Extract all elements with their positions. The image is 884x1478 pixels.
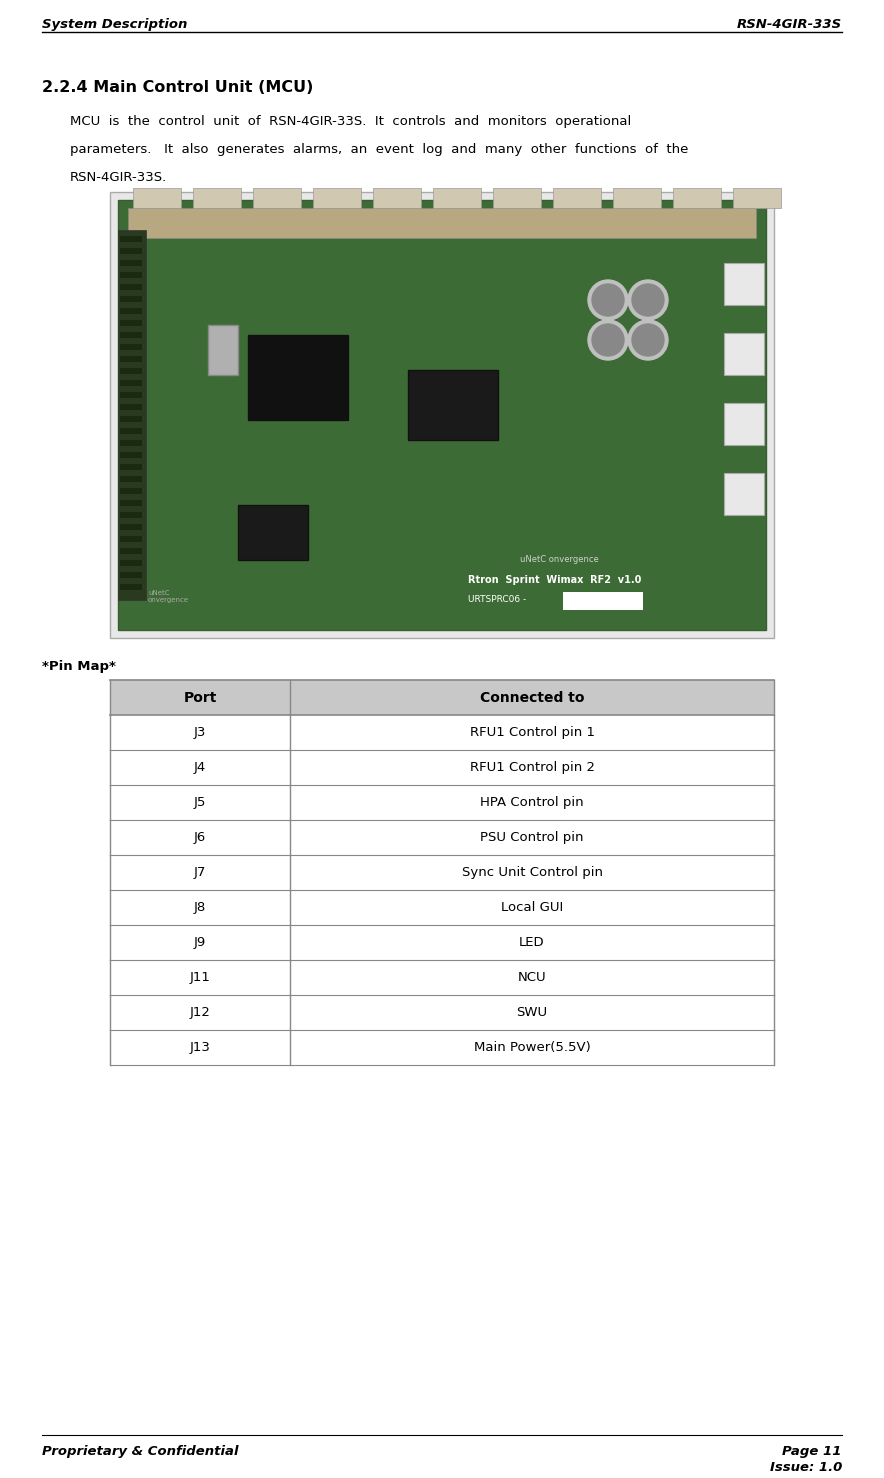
Text: uNetC onvergence: uNetC onvergence: [520, 556, 598, 565]
Bar: [120, 236, 142, 242]
Bar: [120, 572, 142, 578]
Bar: [120, 344, 142, 350]
Text: RFU1 Control pin 1: RFU1 Control pin 1: [469, 726, 595, 739]
Bar: [120, 248, 142, 254]
Text: Proprietary & Confidential: Proprietary & Confidential: [42, 1445, 239, 1457]
Bar: [193, 188, 241, 208]
Bar: [120, 525, 142, 531]
Text: HPA Control pin: HPA Control pin: [480, 797, 583, 808]
Bar: [118, 231, 146, 600]
Bar: [120, 380, 142, 386]
Bar: [120, 296, 142, 302]
Bar: [493, 188, 541, 208]
Bar: [120, 415, 142, 423]
Text: *Pin Map*: *Pin Map*: [42, 661, 116, 672]
Text: RSN-4GIR-33S: RSN-4GIR-33S: [737, 18, 842, 31]
Text: J4: J4: [194, 761, 206, 774]
Text: parameters.   It  also  generates  alarms,  an  event  log  and  many  other  fu: parameters. It also generates alarms, an…: [70, 143, 689, 157]
Circle shape: [632, 324, 664, 356]
Text: Port: Port: [183, 690, 217, 705]
Circle shape: [588, 279, 628, 321]
Circle shape: [632, 284, 664, 316]
Bar: [118, 200, 766, 630]
Bar: [248, 336, 348, 420]
Text: RSN-4GIR-33S.: RSN-4GIR-33S.: [70, 171, 167, 183]
Text: Main Power(5.5V): Main Power(5.5V): [474, 1041, 591, 1054]
Bar: [120, 476, 142, 482]
Text: Local GUI: Local GUI: [501, 902, 563, 913]
Bar: [120, 392, 142, 398]
Bar: [120, 511, 142, 517]
Text: J9: J9: [194, 936, 206, 949]
Text: J12: J12: [189, 1007, 210, 1018]
Circle shape: [628, 321, 668, 361]
Bar: [110, 680, 774, 715]
Bar: [120, 356, 142, 362]
Text: RFU1 Control pin 2: RFU1 Control pin 2: [469, 761, 595, 774]
Bar: [724, 263, 764, 304]
Text: J6: J6: [194, 831, 206, 844]
Text: Rtron  Sprint  Wimax  RF2  v1.0: Rtron Sprint Wimax RF2 v1.0: [468, 575, 641, 585]
Text: 2.2.4 Main Control Unit (MCU): 2.2.4 Main Control Unit (MCU): [42, 80, 313, 95]
Text: J5: J5: [194, 797, 206, 808]
Bar: [120, 321, 142, 327]
Bar: [563, 593, 643, 610]
Bar: [724, 333, 764, 375]
Bar: [120, 440, 142, 446]
Bar: [120, 500, 142, 505]
Circle shape: [588, 321, 628, 361]
Bar: [120, 333, 142, 338]
Text: J13: J13: [189, 1041, 210, 1054]
Bar: [313, 188, 361, 208]
Circle shape: [592, 284, 624, 316]
Bar: [120, 464, 142, 470]
Bar: [120, 548, 142, 554]
Bar: [120, 307, 142, 313]
Bar: [433, 188, 481, 208]
Text: SWU: SWU: [516, 1007, 547, 1018]
Circle shape: [628, 279, 668, 321]
Bar: [724, 473, 764, 514]
Text: Page 11: Page 11: [782, 1445, 842, 1457]
Circle shape: [592, 324, 624, 356]
Text: PSU Control pin: PSU Control pin: [480, 831, 583, 844]
Text: J8: J8: [194, 902, 206, 913]
Bar: [253, 188, 301, 208]
Text: LED: LED: [519, 936, 545, 949]
Bar: [120, 429, 142, 435]
Bar: [120, 488, 142, 494]
Bar: [120, 260, 142, 266]
Bar: [120, 452, 142, 458]
Text: NCU: NCU: [518, 971, 546, 984]
Bar: [120, 368, 142, 374]
Bar: [128, 208, 756, 238]
Bar: [120, 584, 142, 590]
Bar: [373, 188, 421, 208]
Bar: [613, 188, 661, 208]
Bar: [120, 272, 142, 278]
Bar: [673, 188, 721, 208]
Text: MCU  is  the  control  unit  of  RSN-4GIR-33S.  It  controls  and  monitors  ope: MCU is the control unit of RSN-4GIR-33S.…: [70, 115, 631, 129]
Bar: [208, 325, 238, 375]
Bar: [120, 537, 142, 542]
Bar: [553, 188, 601, 208]
Bar: [733, 188, 781, 208]
Text: uNetC
onvergence: uNetC onvergence: [148, 590, 189, 603]
Bar: [133, 188, 181, 208]
Text: J7: J7: [194, 866, 206, 879]
Bar: [110, 192, 774, 638]
Bar: [238, 505, 308, 560]
Text: Connected to: Connected to: [480, 690, 584, 705]
Text: Issue: 1.0: Issue: 1.0: [770, 1460, 842, 1474]
Bar: [408, 370, 498, 440]
Text: URTSPRC06 -: URTSPRC06 -: [468, 596, 526, 605]
Text: J11: J11: [189, 971, 210, 984]
Text: J3: J3: [194, 726, 206, 739]
Bar: [120, 560, 142, 566]
Bar: [120, 403, 142, 409]
Text: System Description: System Description: [42, 18, 187, 31]
Bar: [120, 284, 142, 290]
Text: Sync Unit Control pin: Sync Unit Control pin: [461, 866, 603, 879]
Bar: [724, 403, 764, 445]
